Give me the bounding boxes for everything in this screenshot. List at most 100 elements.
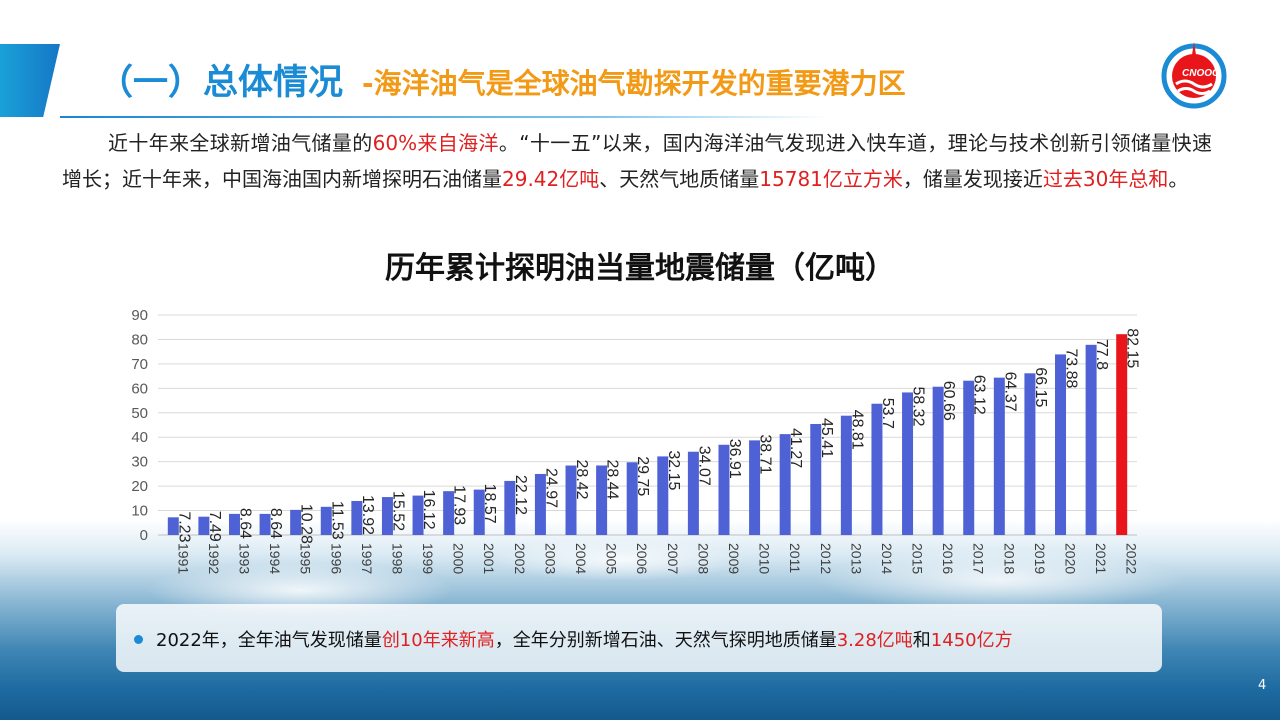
bar <box>228 513 240 535</box>
x-tick-label: 2010 <box>757 543 773 574</box>
intro-highlight: 15781亿立方米 <box>759 167 903 191</box>
intro-highlight: 29.42亿吨 <box>502 167 600 191</box>
x-tick-label: 2003 <box>542 543 558 574</box>
x-tick-label: 2008 <box>695 543 711 574</box>
x-tick-label: 2018 <box>1001 543 1017 574</box>
data-label: 11.53 <box>328 501 345 540</box>
x-tick-label: 2005 <box>604 543 620 574</box>
x-tick-label: 1997 <box>359 543 375 574</box>
bar <box>626 462 638 535</box>
data-label: 24.97 <box>542 468 559 508</box>
data-label: 45.41 <box>818 418 835 458</box>
bar <box>902 392 914 535</box>
bar <box>290 509 302 535</box>
x-tick-label: 2011 <box>787 543 803 573</box>
x-tick-label: 2022 <box>1124 543 1140 574</box>
x-tick-label: 1995 <box>298 543 314 574</box>
x-tick-label: 1998 <box>389 543 405 574</box>
data-label: 60.66 <box>940 381 957 421</box>
bullet-icon <box>134 635 143 644</box>
summary-text: 2022年，全年油气发现储量创10年来新高，全年分别新增石油、天然气探明地质储量… <box>156 626 1013 652</box>
bar <box>749 440 761 535</box>
bar <box>932 386 944 535</box>
data-label: 7.49 <box>206 511 223 542</box>
x-tick-label: 2012 <box>818 543 834 574</box>
data-label: 17.93 <box>451 485 468 525</box>
x-tick-label: 2007 <box>665 543 681 574</box>
x-tick-label: 1993 <box>236 543 252 574</box>
x-tick-label: 2002 <box>512 543 528 574</box>
logo-text: CNOOC <box>1182 68 1220 79</box>
bar <box>473 489 485 535</box>
y-tick-label: 90 <box>131 307 148 324</box>
intro-highlight: 过去30年总和 <box>1042 167 1169 191</box>
intro-text: 近十年来全球新增油气储量的 <box>108 131 373 155</box>
bar <box>993 377 1005 535</box>
data-label: 8.64 <box>236 508 253 539</box>
bar <box>963 380 975 535</box>
x-tick-label: 1996 <box>328 543 344 574</box>
data-label: 7.23 <box>175 511 192 542</box>
data-label: 53.7 <box>879 398 896 429</box>
x-tick-label: 2001 <box>481 543 497 574</box>
y-tick-label: 60 <box>131 380 148 397</box>
x-tick-label: 2013 <box>848 543 864 574</box>
bar <box>412 495 424 535</box>
x-tick-label: 2021 <box>1093 543 1109 574</box>
page-title: （一）总体情况 <box>98 63 344 103</box>
x-tick-label: 1999 <box>420 543 436 574</box>
bar <box>1024 373 1036 535</box>
x-tick-label: 2006 <box>634 543 650 574</box>
x-tick-label: 2015 <box>910 543 926 574</box>
y-tick-label: 50 <box>131 405 148 422</box>
bar <box>351 500 363 535</box>
x-tick-label: 2016 <box>940 543 956 574</box>
data-label: 32.15 <box>665 450 682 490</box>
y-tick-label: 70 <box>131 356 148 373</box>
data-label: 58.32 <box>910 386 927 426</box>
note-text: 2022年，全年油气发现储量 <box>156 630 382 651</box>
data-label: 8.64 <box>267 508 284 539</box>
bar <box>810 423 822 535</box>
bar <box>779 434 791 535</box>
x-tick-label: 2020 <box>1063 543 1079 574</box>
note-highlight: 3.28亿吨 <box>836 630 913 651</box>
chart-title: 历年累计探明油当量地震储量（亿吨） <box>385 251 895 286</box>
bar <box>259 513 271 535</box>
x-tick-label: 2009 <box>726 543 742 574</box>
data-label: 28.44 <box>604 459 621 499</box>
data-label: 63.12 <box>971 375 988 415</box>
intro-text: 、天然气地质储量 <box>599 167 760 191</box>
intro-text: ，储量发现接近 <box>902 167 1043 191</box>
bar <box>443 491 455 535</box>
summary-note: 2022年，全年油气发现储量创10年来新高，全年分别新增石油、天然气探明地质储量… <box>116 604 1162 672</box>
intro-text: 。 <box>1168 167 1189 191</box>
data-label: 36.91 <box>726 439 743 479</box>
bar <box>320 506 332 535</box>
data-label: 10.28 <box>298 504 315 544</box>
data-label: 28.42 <box>573 460 590 500</box>
y-tick-label: 0 <box>140 527 148 544</box>
bar <box>1116 334 1128 535</box>
data-label: 13.92 <box>359 495 376 535</box>
note-highlight: 创10年来新高 <box>381 630 495 651</box>
cnooc-logo: CNOOC <box>1161 42 1227 109</box>
x-tick-label: 1991 <box>175 543 191 574</box>
x-tick-label: 2000 <box>451 543 467 574</box>
note-text: 和 <box>912 630 931 651</box>
intro-paragraph: 近十年来全球新增油气储量的60%来自海洋。“十一五”以来，国内海洋油气发现进入快… <box>62 125 1212 197</box>
data-label: 77.8 <box>1093 339 1110 370</box>
page-number: 4 <box>1258 678 1267 693</box>
bar <box>381 497 393 535</box>
data-label: 48.81 <box>848 410 865 450</box>
note-highlight: 1450亿方 <box>930 630 1013 651</box>
data-label: 22.12 <box>512 475 529 515</box>
data-label: 34.07 <box>695 446 712 486</box>
bar <box>167 517 179 535</box>
bar <box>504 480 516 535</box>
data-label: 73.88 <box>1063 348 1080 388</box>
data-label: 82.15 <box>1124 328 1141 368</box>
y-tick-label: 10 <box>131 503 148 520</box>
bar <box>718 444 730 535</box>
intro-highlight: 60%来自海洋 <box>372 131 499 155</box>
